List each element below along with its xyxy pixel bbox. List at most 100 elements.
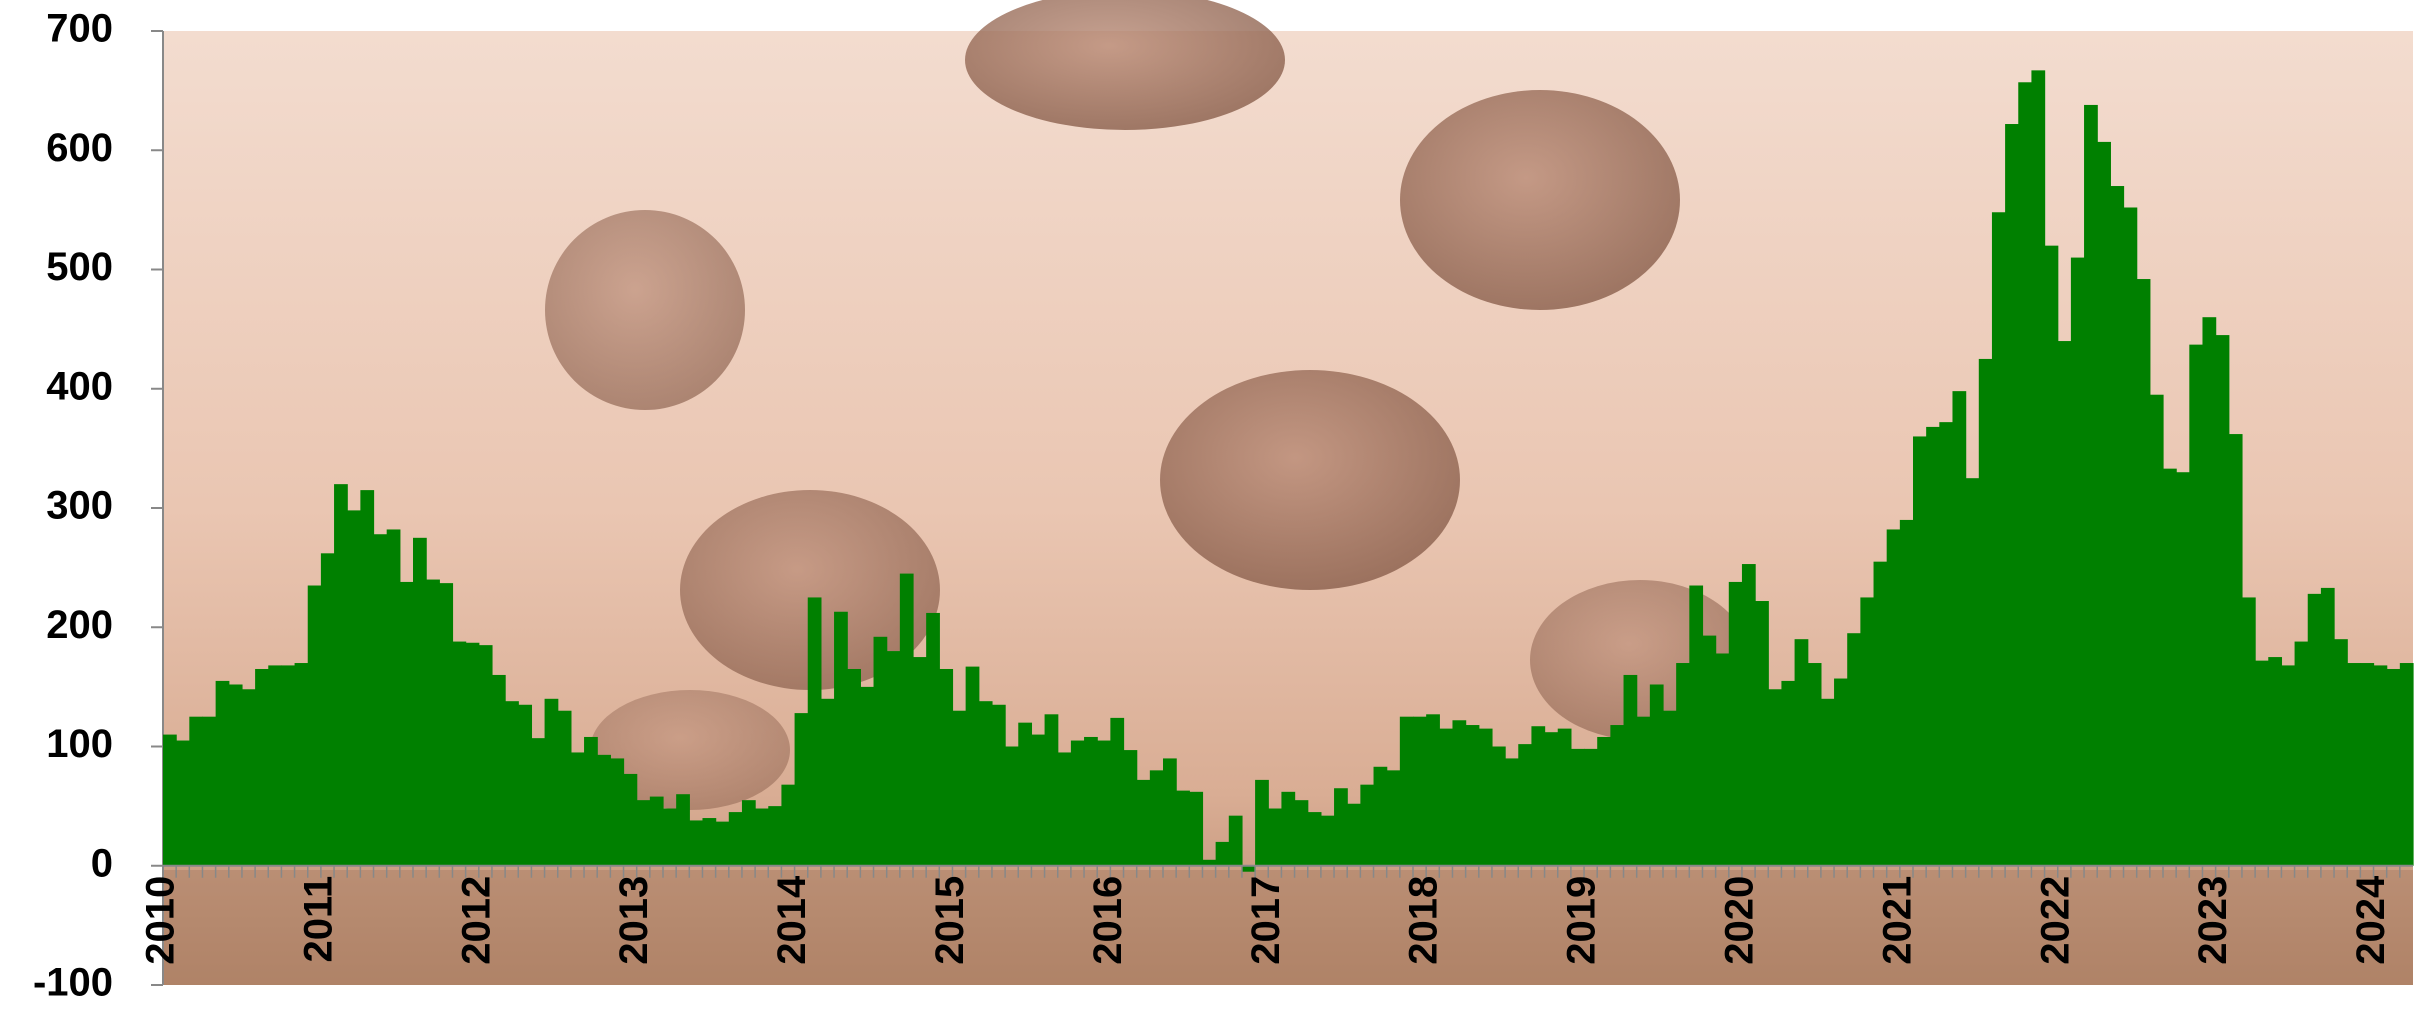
bar [1505, 758, 1519, 866]
bar [386, 529, 401, 866]
x-tick-label: 2011 [296, 876, 340, 963]
bar [2005, 124, 2019, 866]
bar [2281, 665, 2296, 866]
bar [2163, 468, 2177, 866]
bar [2307, 593, 2322, 866]
bar [794, 713, 809, 866]
bar [2070, 257, 2085, 866]
bar [1255, 779, 1269, 866]
bar [1952, 391, 1967, 866]
bar [2044, 245, 2059, 866]
bar [478, 645, 493, 866]
bar [1163, 758, 1177, 866]
bar [439, 583, 454, 866]
y-tick-label: 200 [46, 603, 113, 647]
bar [1307, 812, 1322, 866]
bar [1597, 736, 1611, 866]
bar [1755, 601, 1769, 866]
y-tick-label: 100 [46, 722, 113, 766]
bar [1084, 736, 1098, 866]
bar [491, 674, 506, 866]
bar [1228, 815, 1243, 866]
bar [1018, 722, 1033, 866]
x-tick-label: 2019 [1560, 876, 1604, 965]
y-tick-label: 700 [46, 7, 113, 51]
bar [2268, 657, 2283, 866]
bar [1478, 728, 1493, 866]
bar [899, 573, 914, 866]
x-tick-label: 2018 [1402, 876, 1446, 965]
bar [228, 684, 243, 866]
bar [1794, 639, 1809, 866]
bar [1057, 752, 1072, 866]
bar [1215, 841, 1230, 866]
bar [452, 641, 467, 866]
x-tick-label: 2014 [770, 875, 814, 965]
bar [255, 668, 269, 866]
bar [1452, 720, 1467, 866]
bar [939, 668, 954, 866]
bar [1781, 680, 1796, 866]
bar [913, 657, 927, 866]
bar [1531, 726, 1546, 866]
bar [1623, 674, 1638, 866]
bar [1807, 663, 1822, 866]
bar [1334, 788, 1348, 866]
bar [741, 800, 756, 866]
bar [1873, 561, 1888, 866]
x-tick-label: 2020 [1718, 876, 1762, 965]
bar [294, 663, 309, 866]
bar [1570, 748, 1585, 866]
bar [2294, 641, 2309, 866]
bar [518, 704, 533, 866]
y-tick-label: -100 [33, 961, 113, 1005]
x-tick-label: 2021 [1875, 876, 1919, 965]
bar [2255, 660, 2269, 866]
y-tick-label: 300 [46, 484, 113, 528]
bar [281, 665, 296, 866]
bar [584, 736, 598, 866]
bar [1820, 698, 1835, 866]
bar [1136, 779, 1151, 866]
bar [623, 773, 638, 866]
bar [1847, 633, 1861, 866]
bar [1123, 750, 1138, 866]
bar [413, 537, 427, 866]
bar [952, 710, 967, 866]
bar [1360, 784, 1375, 866]
bar [1676, 663, 1690, 866]
bar [1702, 635, 1717, 866]
bar [1649, 684, 1664, 866]
bar [1399, 716, 1414, 866]
bar [768, 806, 783, 866]
y-tick-label: 500 [46, 245, 113, 289]
bar [1176, 790, 1190, 866]
bar [1557, 728, 1572, 866]
bar [1715, 653, 1730, 866]
x-tick-label: 2015 [928, 876, 972, 965]
bar [268, 665, 283, 866]
bar [241, 689, 256, 866]
bar [2228, 434, 2243, 866]
bar [505, 701, 519, 866]
y-tick-label: 0 [91, 841, 113, 885]
bar [781, 784, 796, 866]
bar [1899, 519, 1914, 866]
bar [2097, 141, 2111, 866]
bar [860, 686, 875, 866]
bar [202, 716, 217, 866]
bar [2189, 344, 2204, 866]
bar [649, 796, 664, 866]
bar [610, 758, 625, 866]
bar [978, 701, 993, 866]
bar [1663, 710, 1677, 866]
bar [728, 812, 743, 866]
bar [1689, 585, 1704, 866]
bar [834, 611, 848, 866]
bar [1149, 770, 1164, 866]
bar [663, 808, 677, 866]
bar [1268, 808, 1283, 866]
bar [689, 820, 704, 866]
bar [1465, 725, 1480, 866]
